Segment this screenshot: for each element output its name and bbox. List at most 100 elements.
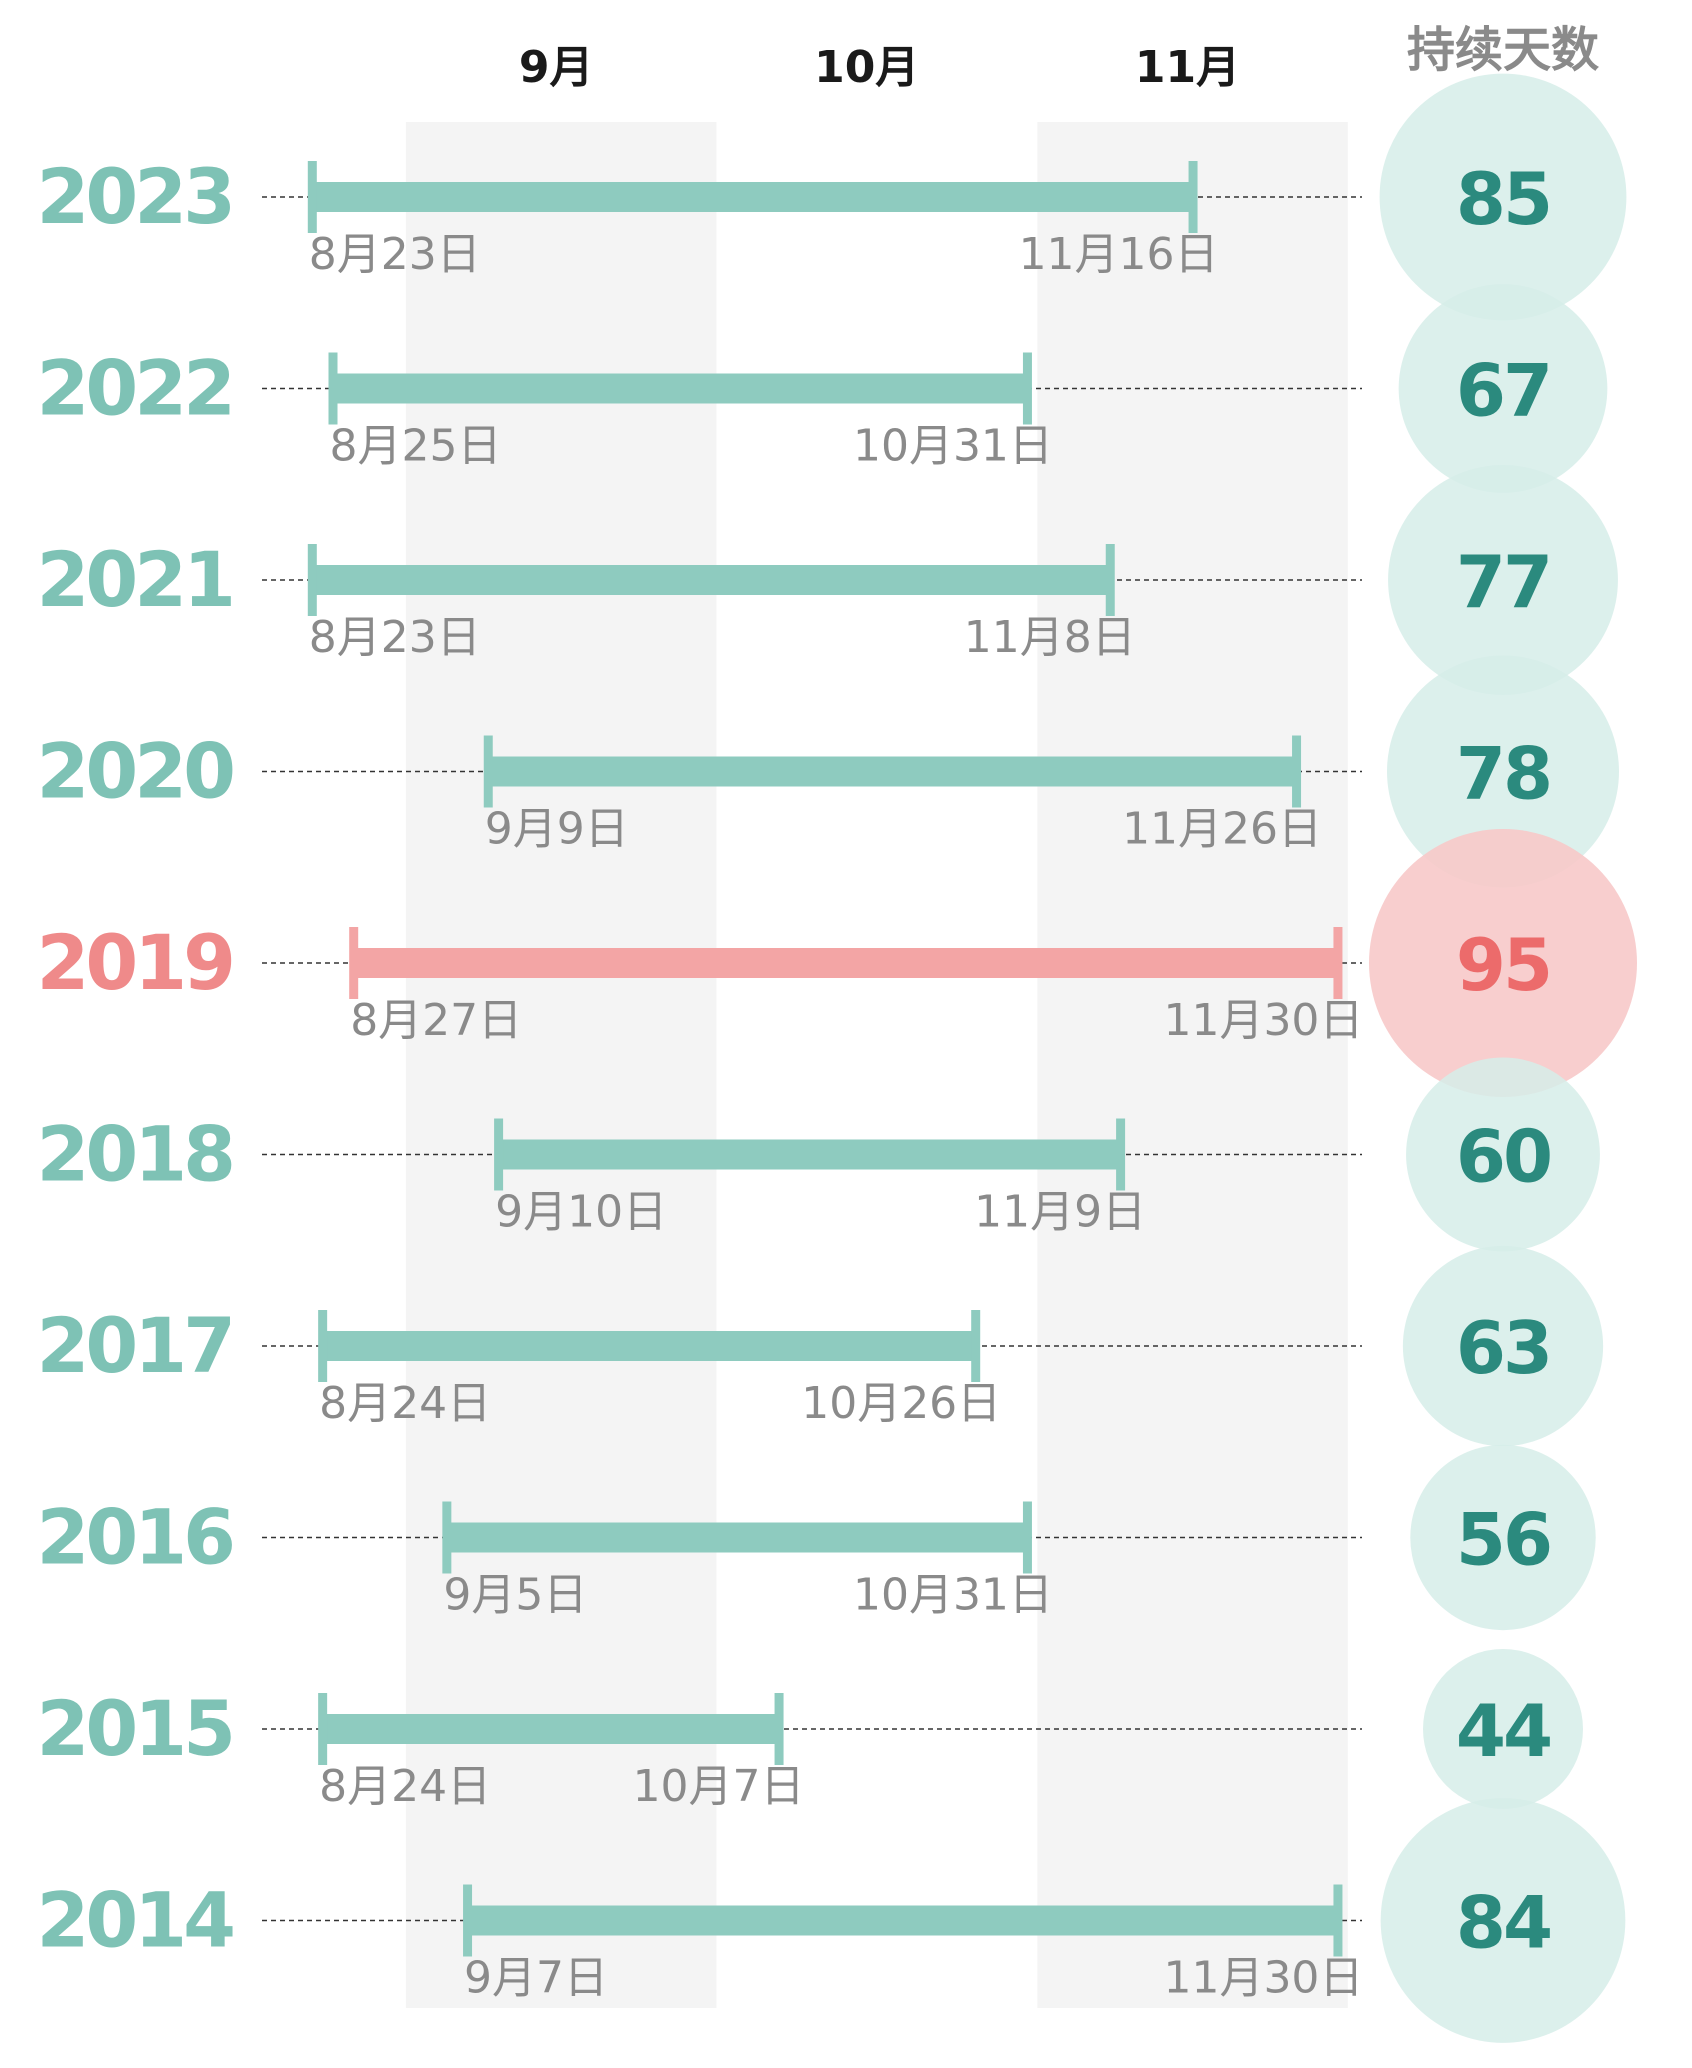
day-count-circle	[1423, 1649, 1583, 1809]
month-band-sep	[405, 122, 717, 2008]
range-end-tick	[1333, 927, 1343, 999]
year-label: 2022	[36, 344, 232, 433]
start-date-label: 8月27日	[350, 995, 522, 1046]
range-start-tick	[318, 1693, 328, 1765]
year-row: 2014 9月7日 11月30日 84	[36, 1876, 1553, 2004]
days-value: 95	[1456, 923, 1550, 1007]
year-label: 2016	[36, 1493, 232, 1582]
days-value: 63	[1456, 1306, 1550, 1390]
end-date-label: 10月7日	[633, 1761, 805, 1812]
days-value: 67	[1456, 349, 1550, 433]
start-date-label: 9月10日	[495, 1187, 667, 1238]
range-end-tick	[1116, 1118, 1126, 1191]
year-rows: 2023 8月23日 11月16日 85 2022 8月25日 10月31日 67 2021 8月…	[36, 152, 1553, 2004]
end-date-label: 10月26日	[801, 1378, 1001, 1429]
day-count-circle	[1387, 655, 1619, 888]
month-label: 10月	[814, 42, 919, 93]
day-count-circle	[1406, 1057, 1600, 1252]
year-label: 2021	[36, 535, 232, 624]
start-date-label: 8月25日	[330, 421, 502, 472]
month-label: 11月	[1135, 42, 1240, 93]
range-end-tick	[1105, 544, 1115, 616]
end-date-label: 11月9日	[974, 1187, 1146, 1238]
range-start-tick	[328, 352, 338, 425]
year-row: 2019 8月27日 11月30日 95	[36, 918, 1553, 1046]
range-end-tick	[1022, 352, 1032, 425]
year-row: 2016 9月5日 10月31日 56	[36, 1493, 1553, 1621]
range-start-tick	[349, 927, 359, 999]
days-header: 持续天数	[1407, 22, 1599, 78]
range-bar	[488, 756, 1297, 787]
range-end-tick	[1333, 1884, 1343, 1957]
month-bands	[405, 122, 1348, 2008]
days-value: 78	[1456, 732, 1550, 816]
end-date-label: 11月16日	[1019, 229, 1219, 280]
day-count-circle	[1379, 73, 1627, 321]
range-end-tick	[1188, 161, 1198, 233]
end-date-label: 10月31日	[853, 421, 1053, 472]
days-value: 84	[1456, 1881, 1550, 1965]
start-date-label: 9月5日	[443, 1570, 587, 1621]
range-end-tick	[774, 1693, 784, 1765]
year-row: 2018 9月10日 11月9日 60	[36, 1110, 1553, 1238]
range-bar	[312, 565, 1110, 595]
range-bar	[354, 948, 1338, 978]
day-count-circles	[1369, 73, 1637, 2043]
range-bar	[447, 1522, 1027, 1553]
year-label: 2017	[36, 1301, 232, 1390]
range-bar	[323, 1331, 976, 1361]
year-row: 2015 8月24日 10月7日 44	[36, 1684, 1553, 1812]
range-start-tick	[307, 544, 317, 616]
end-date-label: 11月30日	[1163, 1953, 1363, 2004]
range-start-tick	[442, 1501, 452, 1574]
year-label: 2015	[36, 1684, 232, 1773]
range-end-tick	[1022, 1501, 1032, 1574]
range-bar	[312, 182, 1193, 212]
month-band-nov	[1037, 122, 1348, 2008]
end-date-label: 11月26日	[1122, 804, 1322, 855]
range-start-tick	[307, 161, 317, 233]
days-value: 85	[1456, 157, 1550, 241]
range-start-tick	[483, 735, 493, 808]
range-start-tick	[494, 1118, 504, 1191]
year-label: 2023	[36, 152, 232, 241]
year-row: 2021 8月23日 11月8日 77	[36, 535, 1553, 663]
day-count-circle	[1402, 1245, 1604, 1447]
start-date-label: 8月24日	[319, 1761, 491, 1812]
year-label: 2018	[36, 1110, 232, 1199]
start-date-label: 8月23日	[309, 612, 481, 663]
days-value: 77	[1456, 540, 1550, 624]
year-label: 2020	[36, 727, 233, 816]
year-row: 2022 8月25日 10月31日 67	[36, 344, 1553, 472]
start-date-label: 9月9日	[485, 804, 629, 855]
month-label: 9月	[519, 42, 594, 93]
day-count-circle	[1369, 829, 1637, 1097]
range-bar	[499, 1139, 1121, 1170]
start-date-label: 8月23日	[309, 229, 481, 280]
range-end-tick	[971, 1310, 981, 1382]
range-start-tick	[463, 1884, 473, 1957]
year-label: 2019	[36, 918, 232, 1007]
start-date-label: 9月7日	[464, 1953, 608, 2004]
end-date-label: 10月31日	[853, 1570, 1053, 1621]
range-bar	[333, 373, 1027, 404]
days-value: 44	[1456, 1689, 1550, 1773]
start-date-label: 8月24日	[319, 1378, 491, 1429]
range-bar	[323, 1714, 779, 1744]
year-row: 2020 9月9日 11月26日 78	[36, 727, 1553, 855]
day-count-circle	[1380, 1798, 1626, 2043]
end-date-label: 11月30日	[1163, 995, 1363, 1046]
end-date-label: 11月8日	[964, 612, 1136, 663]
year-label: 2014	[36, 1876, 233, 1965]
year-row: 2023 8月23日 11月16日 85	[36, 152, 1553, 280]
year-row: 2017 8月24日 10月26日 63	[36, 1301, 1553, 1429]
days-value: 56	[1456, 1498, 1550, 1582]
range-bar	[468, 1905, 1338, 1936]
range-start-tick	[318, 1310, 328, 1382]
day-count-circle	[1410, 1444, 1596, 1631]
range-end-tick	[1292, 735, 1302, 808]
day-count-circle	[1398, 284, 1608, 493]
days-value: 60	[1456, 1115, 1550, 1199]
day-count-circle	[1388, 465, 1618, 695]
